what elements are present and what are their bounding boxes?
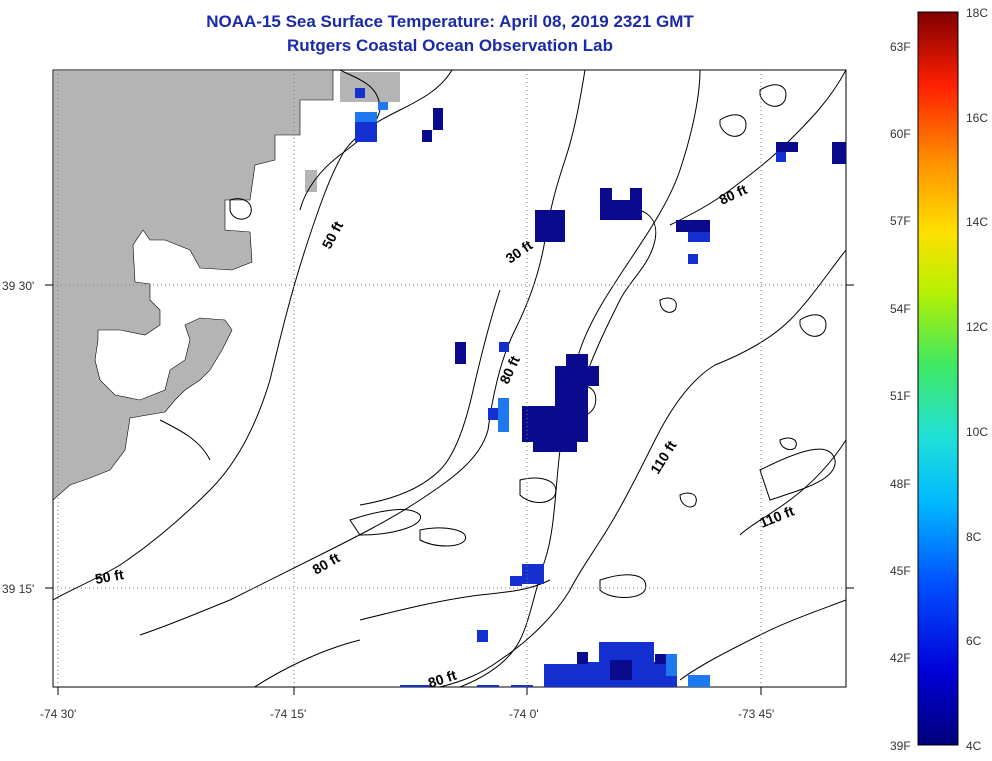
colorbar: [917, 11, 959, 746]
colorbar-f-label: 54F: [890, 302, 911, 316]
colorbar-f-label: 45F: [890, 564, 911, 578]
colorbar-c-labels: 18C 16C 14C 12C 10C 8C 6C 4C: [966, 6, 988, 753]
colorbar-c-label: 8C: [966, 530, 982, 544]
colorbar-f-label: 39F: [890, 739, 911, 753]
colorbar-f-label: 48F: [890, 477, 911, 491]
colorbar-f-label: 57F: [890, 214, 911, 228]
x-tick-label: -74 15': [270, 707, 306, 721]
isobath-label: 50 ft: [94, 566, 125, 587]
colorbar-c-label: 6C: [966, 634, 982, 648]
sst-pixels: [355, 88, 846, 687]
y-tick-label: 39 15': [2, 582, 34, 596]
land-mass: [53, 70, 334, 501]
colorbar-f-labels: 63F 60F 57F 54F 51F 48F 45F 42F 39F: [890, 40, 911, 753]
colorbar-f-label: 51F: [890, 389, 911, 403]
map-subtitle: Rutgers Coastal Ocean Observation Lab: [287, 36, 613, 55]
map-title: NOAA-15 Sea Surface Temperature: April 0…: [206, 12, 694, 31]
land-islet: [305, 170, 317, 192]
colorbar-c-label: 4C: [966, 739, 982, 753]
x-tick-label: -73 45': [738, 707, 774, 721]
y-tick-label: 39 30': [2, 279, 34, 293]
colorbar-f-label: 60F: [890, 127, 911, 141]
colorbar-f-label: 63F: [890, 40, 911, 54]
colorbar-f-label: 42F: [890, 651, 911, 665]
colorbar-c-label: 16C: [966, 111, 988, 125]
colorbar-c-label: 12C: [966, 320, 988, 334]
colorbar-c-label: 10C: [966, 425, 988, 439]
grid-lines: [53, 70, 846, 687]
x-tick-label: -74 0': [509, 707, 539, 721]
colorbar-c-label: 18C: [966, 6, 988, 20]
x-tick-label: -74 30': [40, 707, 76, 721]
axis-ticks: [45, 284, 854, 695]
colorbar-c-label: 14C: [966, 215, 988, 229]
